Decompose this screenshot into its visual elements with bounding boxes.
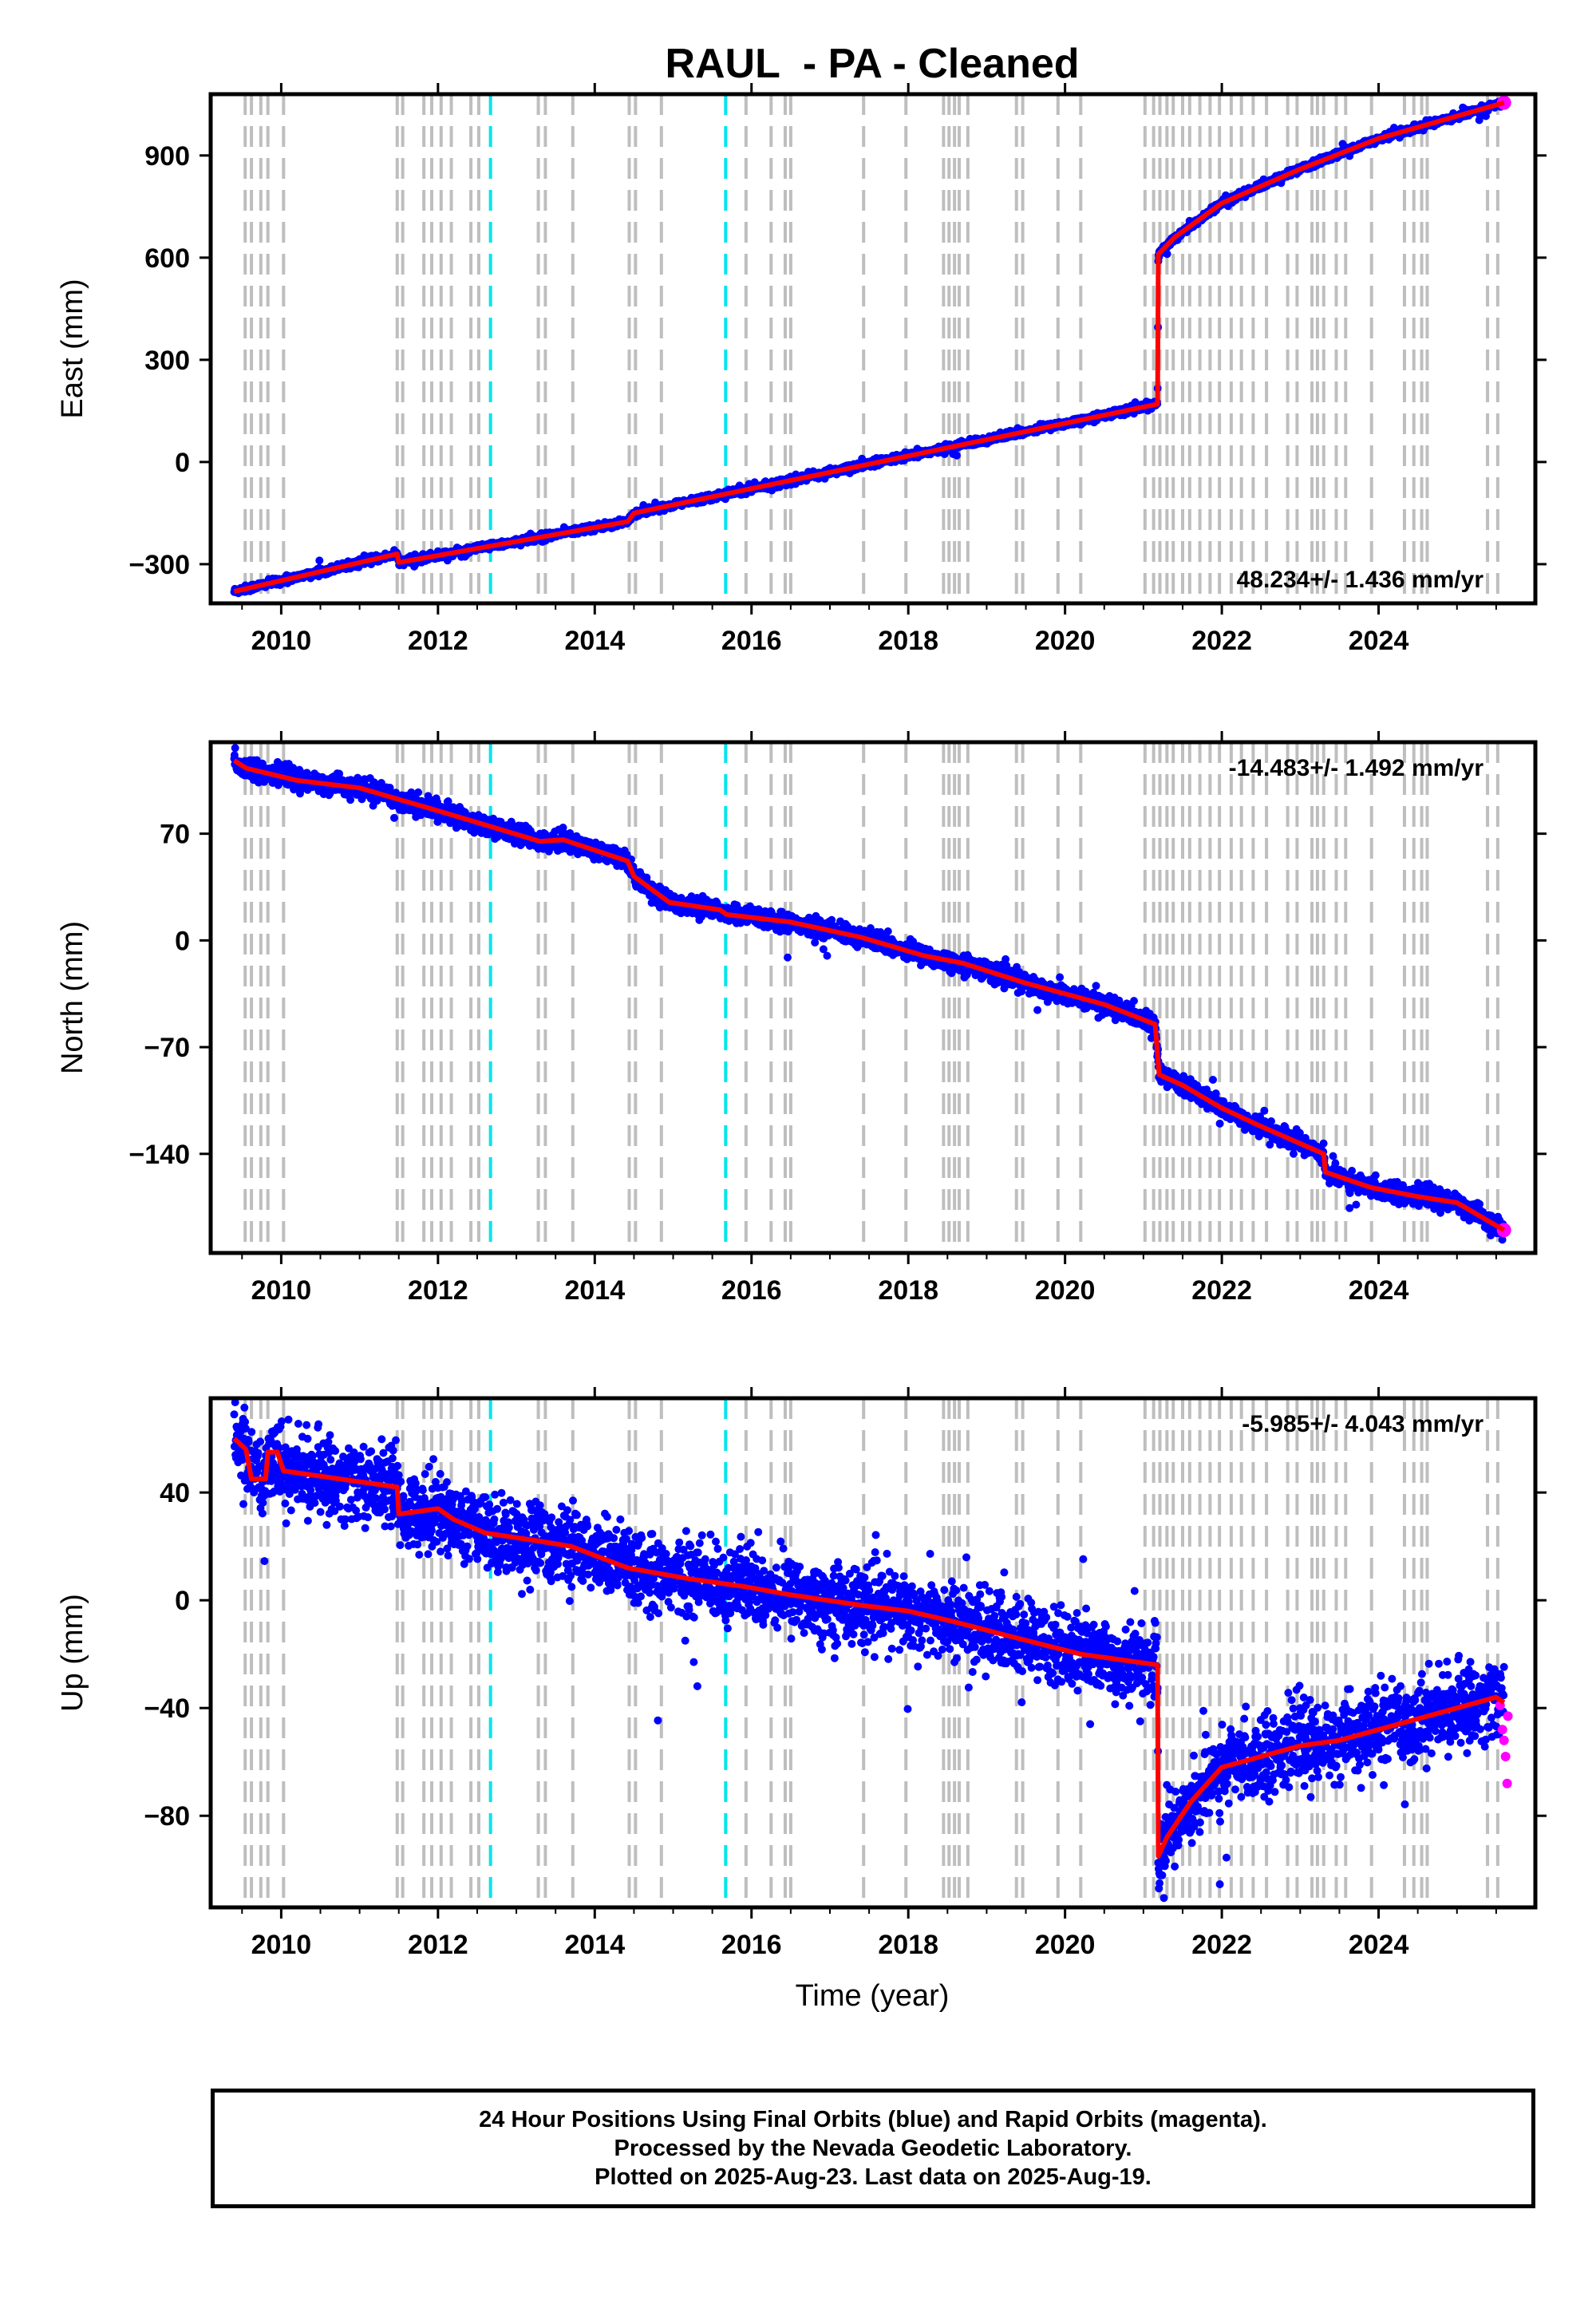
x-tick-label: 2024 bbox=[1349, 1275, 1409, 1306]
footer-line-3: Plotted on 2025-Aug-23. Last data on 202… bbox=[595, 2164, 1152, 2190]
y-tick-label: 600 bbox=[144, 243, 190, 274]
panel-frame bbox=[208, 1396, 1538, 1910]
model-fit-line bbox=[232, 1437, 1506, 1859]
x-tick-label: 2020 bbox=[1035, 1275, 1096, 1306]
final-orbit-points bbox=[230, 95, 1508, 598]
y-axis-label: North (mm) bbox=[56, 921, 89, 1074]
y-tick-label: 40 bbox=[160, 1478, 190, 1508]
x-tick-label: 2024 bbox=[1349, 1930, 1409, 1960]
x-tick-label: 2024 bbox=[1349, 626, 1409, 656]
y-tick-label: 0 bbox=[175, 1586, 190, 1616]
x-axis-label: Time (year) bbox=[796, 1979, 950, 2013]
velocity-rate-label: 48.234+/- 1.436 mm/yr bbox=[1237, 567, 1484, 593]
y-tick-label: 300 bbox=[144, 346, 190, 376]
x-tick-label: 2018 bbox=[878, 1930, 938, 1960]
velocity-rate-label: -14.483+/- 1.492 mm/yr bbox=[1229, 755, 1484, 781]
x-tick-label: 2020 bbox=[1035, 1930, 1096, 1960]
panel-east: −300 0 300 600 900 2010 2012 2014 2016 2018 2020 20… bbox=[56, 83, 1547, 656]
x-tick-label: 2014 bbox=[564, 626, 625, 656]
x-tick-label: 2010 bbox=[251, 1930, 312, 1960]
velocity-rate-label: -5.985+/- 4.043 mm/yr bbox=[1242, 1411, 1483, 1437]
final-orbit-points bbox=[230, 1398, 1508, 1903]
panel-plot-area bbox=[230, 94, 1511, 603]
panel-up: −80 −40 0 40 2010 2012 2014 2016 2018 2020 2022 202… bbox=[56, 1387, 1547, 1960]
x-tick-label: 2012 bbox=[408, 1930, 468, 1960]
panel-frame bbox=[208, 92, 1538, 606]
y-tick-label: −300 bbox=[128, 550, 190, 580]
chart-title: RAUL - PA - Cleaned bbox=[665, 41, 1079, 87]
x-tick-label: 2020 bbox=[1035, 626, 1096, 656]
panel-frame bbox=[208, 740, 1538, 1255]
model-fit-line bbox=[233, 100, 1505, 595]
x-tick-label: 2014 bbox=[564, 1275, 625, 1306]
x-tick-label: 2018 bbox=[878, 1275, 938, 1306]
panel-plot-area bbox=[230, 1398, 1513, 1907]
footer-line-1: 24 Hour Positions Using Final Orbits (bl… bbox=[479, 2107, 1267, 2132]
rapid-orbit-point bbox=[1499, 1735, 1509, 1745]
rapid-orbit-point bbox=[1496, 95, 1511, 110]
y-tick-label: 0 bbox=[175, 448, 190, 478]
final-orbit-points bbox=[230, 744, 1508, 1244]
model-fit-line bbox=[232, 758, 1506, 1232]
footer-line-2: Processed by the Nevada Geodetic Laborat… bbox=[614, 2136, 1132, 2161]
rapid-orbit-point bbox=[1500, 1751, 1511, 1761]
x-tick-label: 2012 bbox=[408, 1275, 468, 1306]
x-tick-label: 2016 bbox=[721, 1930, 782, 1960]
y-axis-label: Up (mm) bbox=[56, 1594, 89, 1712]
rapid-orbit-point bbox=[1503, 1711, 1513, 1721]
rapid-orbit-point bbox=[1502, 1778, 1512, 1788]
x-tick-label: 2022 bbox=[1191, 1275, 1252, 1306]
panel-north: −140 −70 0 70 2010 2012 2014 2016 2018 2020 2022 20… bbox=[56, 731, 1547, 1306]
y-tick-label: −40 bbox=[144, 1694, 190, 1724]
x-tick-label: 2014 bbox=[564, 1930, 625, 1960]
footer-caption-box: 24 Hour Positions Using Final Orbits (bl… bbox=[211, 2089, 1535, 2208]
y-tick-label: 0 bbox=[175, 926, 190, 956]
x-tick-label: 2010 bbox=[251, 626, 312, 656]
y-axis-label: East (mm) bbox=[56, 279, 89, 418]
x-tick-label: 2016 bbox=[721, 1275, 782, 1306]
rapid-orbit-point bbox=[1497, 1725, 1507, 1735]
x-tick-label: 2012 bbox=[408, 626, 468, 656]
x-tick-label: 2022 bbox=[1191, 1930, 1252, 1960]
x-tick-label: 2018 bbox=[878, 626, 938, 656]
panel-plot-area bbox=[230, 742, 1511, 1253]
x-tick-label: 2010 bbox=[251, 1275, 312, 1306]
y-tick-label: 900 bbox=[144, 141, 190, 172]
y-tick-label: −80 bbox=[144, 1801, 190, 1832]
x-tick-label: 2016 bbox=[721, 626, 782, 656]
x-tick-label: 2022 bbox=[1191, 626, 1252, 656]
y-tick-label: 70 bbox=[160, 820, 190, 850]
y-tick-label: −70 bbox=[144, 1033, 190, 1063]
y-tick-label: −140 bbox=[128, 1140, 190, 1170]
